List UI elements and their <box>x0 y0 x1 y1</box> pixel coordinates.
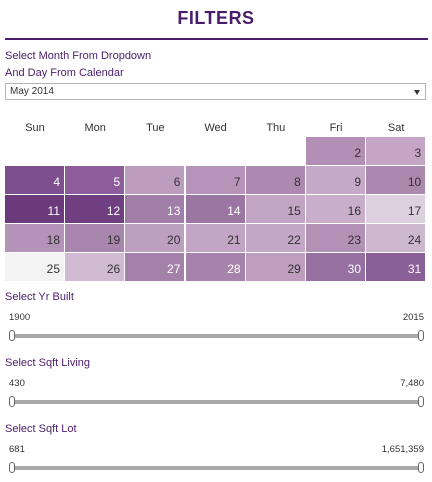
sqft-lot-slider-track[interactable] <box>12 466 421 470</box>
calendar-day-15[interactable]: 15 <box>245 195 305 223</box>
calendar-day-31[interactable]: 31 <box>366 253 426 281</box>
calendar-day-20[interactable]: 20 <box>125 224 185 252</box>
yr-built-label: Select Yr Built <box>5 291 74 303</box>
calendar-day-23[interactable]: 23 <box>306 224 365 252</box>
calendar-day-number: 21 <box>227 233 241 247</box>
yr-built-max-handle[interactable] <box>418 330 424 341</box>
calendar-day-17[interactable]: 17 <box>366 195 426 223</box>
sqft-lot-max-handle[interactable] <box>418 462 424 473</box>
calendar-day-number: 22 <box>287 233 301 247</box>
weekday-wed: Wed <box>204 122 227 134</box>
yr-built-min-handle[interactable] <box>9 330 15 341</box>
sqft-lot-min-value: 681 <box>9 444 25 455</box>
month-dropdown[interactable]: May 2014 <box>5 83 426 100</box>
calendar-day-number: 7 <box>233 175 241 189</box>
calendar-day-number: 30 <box>347 262 361 276</box>
calendar-day-16[interactable]: 16 <box>306 195 365 223</box>
page-title: FILTERS <box>177 8 255 28</box>
yr-built-slider-track[interactable] <box>12 334 421 338</box>
sqft-living-max-handle[interactable] <box>418 396 424 407</box>
calendar-day-number: 10 <box>407 175 422 189</box>
calendar-weekday-header: Sun Mon Tue Wed Thu Fri Sat <box>5 122 426 136</box>
month-filter-label-line2: And Day From Calendar <box>5 67 124 79</box>
calendar-day-28[interactable]: 28 <box>185 253 245 281</box>
calendar-day-number: 8 <box>294 175 301 189</box>
calendar-day-13[interactable]: 13 <box>125 195 185 223</box>
weekday-fri: Fri <box>329 122 343 134</box>
calendar-day-number: 31 <box>407 262 422 276</box>
yr-built-min-value: 1900 <box>9 312 31 323</box>
title-divider <box>5 38 428 40</box>
sqft-lot-min-handle[interactable] <box>9 462 15 473</box>
calendar-day-number: 27 <box>167 262 181 276</box>
calendar-day-8[interactable]: 8 <box>245 166 305 194</box>
calendar-day-number: 20 <box>167 233 181 247</box>
calendar-day-4[interactable]: 4 <box>5 166 64 194</box>
calendar-day-29[interactable]: 29 <box>245 253 305 281</box>
calendar-day-number: 18 <box>46 233 60 247</box>
weekday-thu: Thu <box>266 122 286 134</box>
calendar-day-24[interactable]: 24 <box>366 224 426 252</box>
calendar-day-number: 13 <box>167 204 181 218</box>
weekday-mon: Mon <box>84 122 106 134</box>
calendar-day-number: 2 <box>354 146 361 160</box>
sqft-living-max-value: 7,480 <box>400 378 424 389</box>
calendar-day-number: 14 <box>227 204 241 218</box>
sqft-lot-max-value: 1,651,359 <box>381 444 424 455</box>
calendar-day-21[interactable]: 21 <box>185 224 245 252</box>
calendar-day-number: 19 <box>106 233 121 247</box>
calendar-day-number: 25 <box>46 262 60 276</box>
calendar-day-3[interactable]: 3 <box>366 137 426 165</box>
calendar-day-7[interactable]: 7 <box>185 166 245 194</box>
calendar-day-number: 9 <box>354 175 361 189</box>
sqft-living-slider-track[interactable] <box>12 400 421 404</box>
calendar-day-5[interactable]: 5 <box>65 166 125 194</box>
calendar-day-number: 3 <box>414 146 422 160</box>
calendar-day-number: 24 <box>407 233 422 247</box>
weekday-tue: Tue <box>146 122 165 134</box>
calendar-day-18[interactable]: 18 <box>5 224 64 252</box>
calendar-day-number: 28 <box>227 262 241 276</box>
calendar-day-26[interactable]: 26 <box>65 253 125 281</box>
sqft-living-label: Select Sqft Living <box>5 357 90 369</box>
calendar-day-number: 26 <box>106 262 121 276</box>
calendar-day-number: 11 <box>47 204 60 218</box>
month-filter-label-line1: Select Month From Dropdown <box>5 50 152 62</box>
calendar-day-number: 16 <box>347 204 361 218</box>
calendar-day-2[interactable]: 2 <box>306 137 365 165</box>
calendar-day-number: 29 <box>287 262 301 276</box>
calendar-day-number: 12 <box>106 204 121 218</box>
calendar-day-number: 6 <box>173 175 181 189</box>
month-dropdown-value: May 2014 <box>10 86 54 97</box>
weekday-sat: Sat <box>387 122 405 134</box>
calendar-day-19[interactable]: 19 <box>65 224 125 252</box>
calendar-day-number: 23 <box>347 233 361 247</box>
calendar-day-27[interactable]: 27 <box>125 253 185 281</box>
calendar-grid: 2 3 4 5 6 7 8 9 10 11 12 13 14 15 16 17 18 19 20 21 22 23 24 25… <box>5 137 426 282</box>
calendar-day-9[interactable]: 9 <box>306 166 365 194</box>
calendar-day-number: 4 <box>53 175 60 189</box>
calendar-day-6[interactable]: 6 <box>125 166 185 194</box>
sqft-living-min-handle[interactable] <box>9 396 15 407</box>
sqft-living-min-value: 430 <box>9 378 25 389</box>
sqft-lot-label: Select Sqft Lot <box>5 423 77 435</box>
calendar-day-22[interactable]: 22 <box>245 224 305 252</box>
calendar-day-number: 17 <box>407 204 422 218</box>
calendar-day-25[interactable]: 25 <box>5 253 64 281</box>
weekday-sun: Sun <box>25 122 45 134</box>
calendar-day-30[interactable]: 30 <box>306 253 365 281</box>
calendar-day-number: 5 <box>113 175 121 189</box>
calendar-day-11[interactable]: 11 <box>5 195 64 223</box>
yr-built-max-value: 2015 <box>402 312 424 323</box>
calendar-day-10[interactable]: 10 <box>366 166 426 194</box>
calendar-day-12[interactable]: 12 <box>65 195 125 223</box>
chevron-down-icon[interactable] <box>414 90 420 95</box>
calendar-day-number: 15 <box>287 204 301 218</box>
calendar-day-14[interactable]: 14 <box>185 195 245 223</box>
